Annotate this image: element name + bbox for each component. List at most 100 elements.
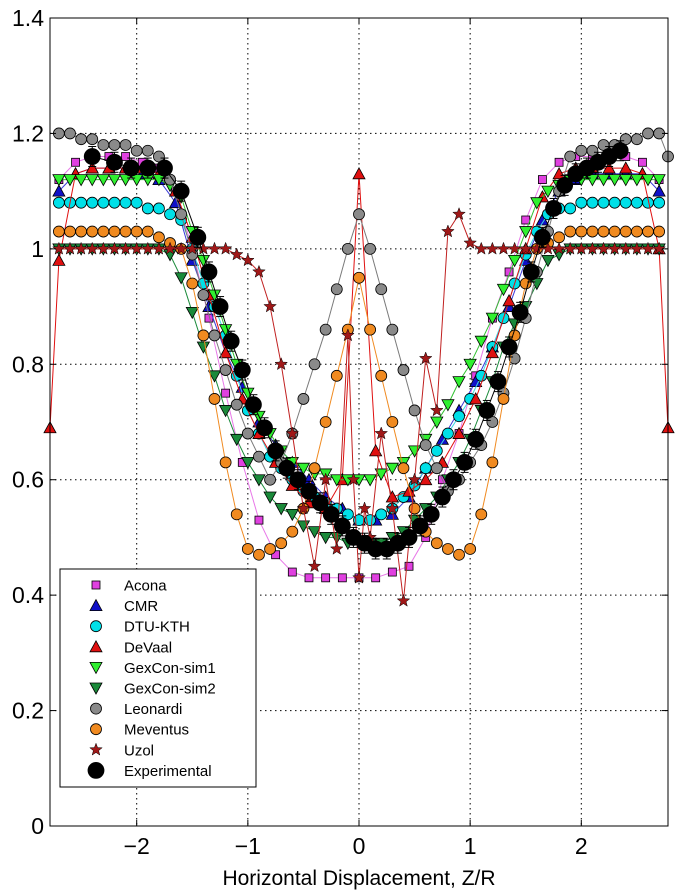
- data-point-gexcon-sim1: [641, 174, 655, 187]
- data-point-leonardi: [386, 323, 399, 336]
- data-point-dtu-kth: [475, 369, 488, 382]
- data-point-uzol: [285, 426, 300, 440]
- data-point-dtu-kth: [130, 196, 143, 209]
- data-point-uzol: [307, 559, 322, 573]
- data-point-meventus: [108, 225, 121, 238]
- data-point-meventus: [275, 537, 288, 550]
- data-point-experimental: [522, 263, 540, 281]
- data-point-meventus: [241, 543, 254, 555]
- data-point-acona: [371, 573, 381, 583]
- data-point-devaal: [619, 161, 633, 174]
- data-point-meventus: [397, 462, 410, 475]
- data-point-experimental: [533, 228, 551, 246]
- data-point-gexcon-sim1: [541, 185, 555, 198]
- x-tick-label: 0: [353, 833, 366, 859]
- data-point-experimental: [245, 396, 262, 414]
- data-point-gexcon-sim1: [130, 174, 144, 187]
- data-point-experimental: [445, 471, 462, 489]
- data-point-meventus: [308, 462, 321, 475]
- y-tick-label: 0: [31, 813, 44, 839]
- data-point-experimental: [500, 338, 518, 356]
- data-point-meventus: [564, 225, 577, 238]
- data-point-meventus: [475, 508, 488, 521]
- data-point-experimental: [139, 159, 157, 177]
- data-point-dtu-kth: [575, 196, 588, 209]
- x-tick-label: −2: [124, 833, 150, 859]
- data-point-gexcon-sim2: [207, 370, 222, 383]
- data-point-meventus: [430, 537, 443, 550]
- data-point-experimental: [122, 159, 140, 177]
- legend-swatch-cmr: [89, 598, 103, 611]
- series-experimental: [83, 140, 629, 560]
- data-point-cmr: [52, 184, 66, 197]
- data-point-devaal: [419, 472, 433, 486]
- data-point-gexcon-sim1: [474, 335, 488, 349]
- data-point-dtu-kth: [52, 196, 65, 209]
- data-point-uzol: [341, 328, 355, 342]
- data-point-acona: [554, 157, 564, 167]
- data-point-gexcon-sim2: [218, 405, 233, 418]
- data-point-dtu-kth: [453, 410, 465, 423]
- data-point-experimental: [545, 200, 562, 217]
- x-tick-label: 2: [575, 833, 588, 859]
- data-point-uzol: [441, 224, 455, 238]
- data-point-experimental: [411, 517, 429, 535]
- legend: Acona CMR DTU-KTH DeVaal GexCon-sim1 GexCon-s…: [59, 568, 257, 788]
- data-point-meventus: [453, 548, 465, 561]
- data-point-experimental: [478, 402, 496, 419]
- data-point-gexcon-sim1: [452, 376, 466, 389]
- data-point-uzol: [207, 241, 222, 255]
- data-point-experimental: [300, 482, 318, 500]
- data-point-leonardi: [353, 208, 365, 221]
- data-point-dtu-kth: [653, 196, 666, 209]
- legend-label: Uzol: [124, 742, 154, 759]
- data-point-leonardi: [241, 427, 254, 440]
- data-point-gexcon-sim2: [307, 526, 322, 539]
- data-point-dtu-kth: [153, 202, 165, 215]
- data-point-devaal: [402, 484, 416, 497]
- data-point-leonardi: [330, 283, 343, 296]
- data-point-leonardi: [419, 439, 432, 451]
- data-point-gexcon-sim1: [619, 174, 633, 187]
- data-point-meventus: [608, 225, 621, 238]
- legend-item-leonardi: Leonardi: [90, 701, 182, 718]
- x-axis-title: Horizontal Displacement, Z/R: [222, 867, 495, 890]
- data-point-leonardi: [341, 242, 354, 255]
- data-point-uzol: [507, 241, 522, 255]
- data-point-dtu-kth: [108, 196, 121, 209]
- data-point-experimental: [422, 505, 440, 523]
- data-point-dtu-kth: [119, 196, 132, 209]
- data-point-devaal: [218, 345, 233, 359]
- data-point-gexcon-sim1: [430, 416, 444, 429]
- data-point-gexcon-sim2: [330, 532, 344, 545]
- data-point-devaal: [552, 166, 566, 180]
- data-point-experimental: [456, 453, 473, 471]
- legend-swatch-gexcon-sim2: [89, 682, 103, 695]
- data-point-meventus: [319, 416, 332, 428]
- data-point-gexcon-sim1: [374, 468, 388, 481]
- data-point-uzol: [652, 241, 666, 255]
- legend-label: Meventus: [124, 722, 189, 739]
- data-point-meventus: [386, 416, 399, 428]
- data-point-uzol: [418, 351, 433, 365]
- data-point-dtu-kth: [597, 196, 610, 209]
- data-point-experimental: [233, 361, 251, 379]
- data-point-leonardi: [575, 144, 588, 157]
- data-point-uzol: [496, 241, 511, 255]
- data-point-leonardi: [141, 144, 154, 157]
- data-point-devaal: [485, 345, 500, 359]
- data-point-meventus: [197, 329, 210, 342]
- legend-swatch-gexcon-sim1: [89, 662, 103, 675]
- data-point-gexcon-sim1: [441, 399, 455, 412]
- legend-label: Acona: [124, 578, 167, 595]
- legend-item-acona: Acona: [91, 578, 167, 595]
- data-point-dtu-kth: [75, 196, 88, 209]
- data-point-acona: [121, 152, 130, 161]
- data-point-meventus: [630, 225, 643, 238]
- data-point-gexcon-sim1: [385, 462, 400, 476]
- data-point-gexcon-sim1: [118, 174, 133, 187]
- legend-swatch-devaal: [89, 639, 103, 653]
- data-point-devaal: [352, 166, 366, 180]
- data-point-meventus: [153, 231, 165, 244]
- y-tick-label: 1.2: [12, 120, 44, 146]
